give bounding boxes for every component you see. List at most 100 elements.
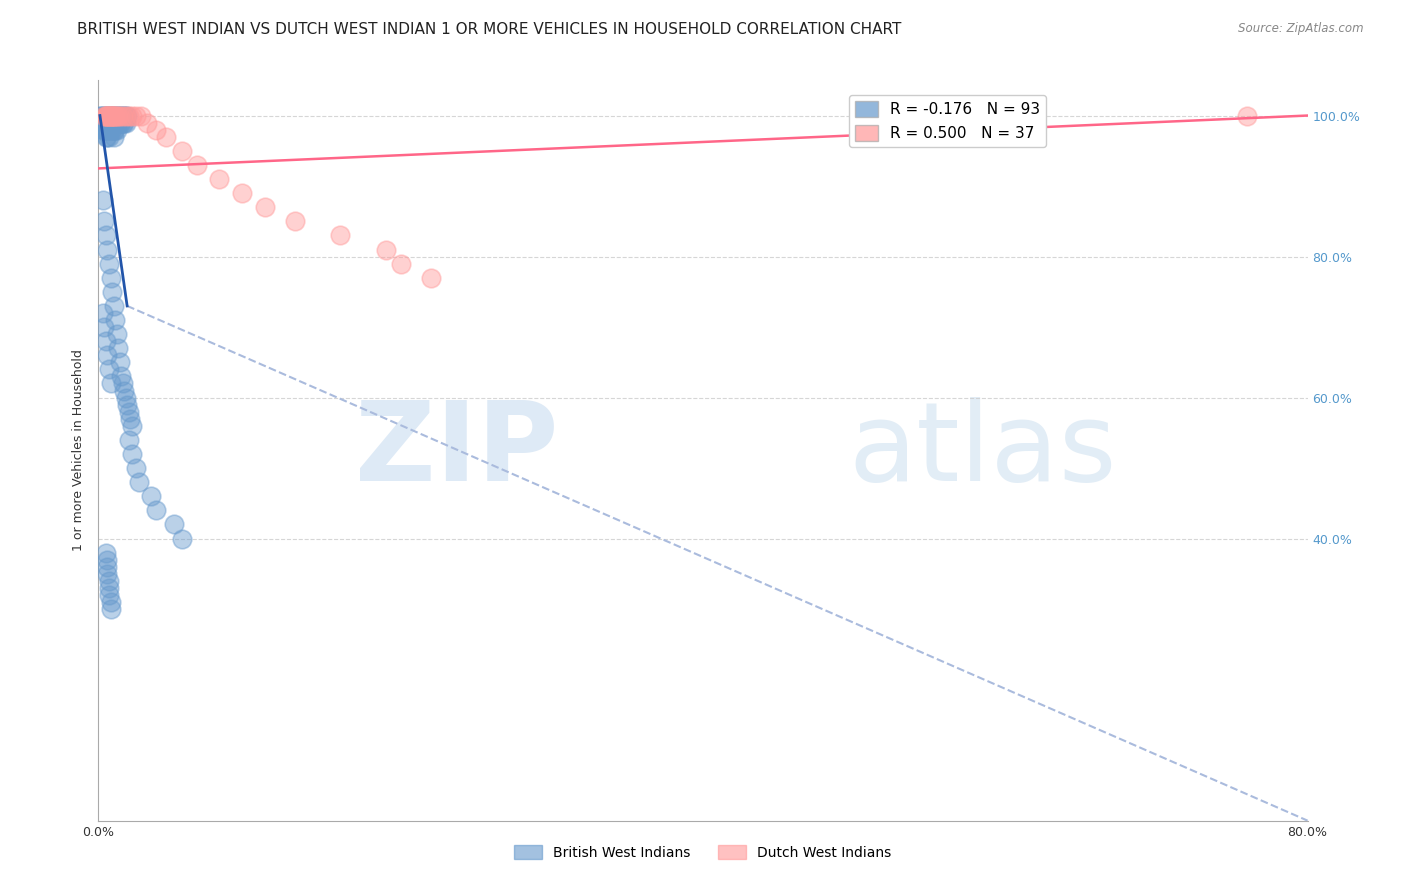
Point bbox=[104, 109, 127, 123]
Text: atlas: atlas bbox=[848, 397, 1116, 504]
Point bbox=[105, 122, 128, 136]
Point bbox=[100, 270, 122, 285]
Point bbox=[98, 109, 121, 123]
Point bbox=[145, 503, 167, 517]
Point bbox=[389, 257, 412, 271]
Point bbox=[208, 172, 231, 186]
Point bbox=[374, 243, 396, 257]
Point bbox=[155, 129, 177, 144]
Point bbox=[111, 109, 134, 123]
Point bbox=[115, 398, 138, 412]
Point bbox=[104, 115, 127, 129]
Point bbox=[98, 122, 121, 136]
Point bbox=[91, 193, 114, 207]
Point bbox=[101, 109, 124, 123]
Point bbox=[170, 532, 193, 546]
Point bbox=[120, 411, 142, 425]
Point bbox=[100, 109, 122, 123]
Point bbox=[110, 115, 132, 129]
Point bbox=[94, 109, 117, 123]
Point bbox=[186, 158, 208, 172]
Point bbox=[329, 228, 352, 243]
Point bbox=[98, 115, 121, 129]
Point bbox=[94, 228, 117, 243]
Point bbox=[141, 489, 163, 503]
Point bbox=[94, 122, 117, 136]
Point bbox=[91, 115, 114, 129]
Point bbox=[103, 299, 125, 313]
Point bbox=[94, 129, 117, 144]
Point bbox=[103, 109, 125, 123]
Point bbox=[111, 109, 134, 123]
Point bbox=[101, 122, 124, 136]
Point bbox=[96, 109, 118, 123]
Point bbox=[96, 559, 118, 574]
Point bbox=[105, 109, 128, 123]
Point bbox=[91, 306, 114, 320]
Point bbox=[118, 109, 141, 123]
Point bbox=[94, 546, 117, 560]
Point bbox=[112, 384, 135, 398]
Legend: British West Indians, Dutch West Indians: British West Indians, Dutch West Indians bbox=[509, 839, 897, 865]
Point bbox=[104, 122, 127, 136]
Point bbox=[170, 144, 193, 158]
Point bbox=[94, 334, 117, 348]
Point bbox=[105, 115, 128, 129]
Point bbox=[100, 109, 122, 123]
Point bbox=[101, 115, 124, 129]
Point bbox=[108, 109, 131, 123]
Point bbox=[89, 109, 111, 123]
Point bbox=[93, 109, 115, 123]
Point bbox=[101, 285, 124, 299]
Point bbox=[96, 115, 118, 129]
Point bbox=[93, 214, 115, 228]
Point bbox=[104, 313, 127, 327]
Point bbox=[100, 115, 122, 129]
Point bbox=[91, 109, 114, 123]
Point bbox=[114, 391, 136, 405]
Point bbox=[98, 109, 121, 123]
Point bbox=[121, 109, 143, 123]
Point bbox=[115, 109, 138, 123]
Point bbox=[110, 109, 132, 123]
Point bbox=[103, 122, 125, 136]
Point bbox=[101, 109, 124, 123]
Point bbox=[98, 257, 121, 271]
Point bbox=[114, 109, 136, 123]
Point bbox=[91, 122, 114, 136]
Point bbox=[96, 122, 118, 136]
Point bbox=[100, 595, 122, 609]
Point bbox=[103, 129, 125, 144]
Point bbox=[129, 109, 152, 123]
Point bbox=[121, 447, 143, 461]
Point bbox=[94, 115, 117, 129]
Point bbox=[163, 517, 186, 532]
Point bbox=[90, 109, 112, 123]
Point bbox=[98, 362, 121, 376]
Point bbox=[101, 109, 124, 123]
Point bbox=[135, 115, 157, 129]
Point bbox=[100, 376, 122, 391]
Point bbox=[98, 109, 121, 123]
Point bbox=[96, 243, 118, 257]
Point bbox=[98, 581, 121, 595]
Point bbox=[111, 376, 134, 391]
Point bbox=[98, 574, 121, 588]
Point bbox=[105, 109, 128, 123]
Point bbox=[128, 475, 150, 490]
Point bbox=[118, 433, 141, 447]
Point bbox=[93, 109, 115, 123]
Text: ZIP: ZIP bbox=[354, 397, 558, 504]
Point bbox=[110, 369, 132, 384]
Point bbox=[114, 109, 136, 123]
Point bbox=[108, 355, 131, 369]
Point bbox=[121, 418, 143, 433]
Point bbox=[100, 109, 122, 123]
Point bbox=[112, 115, 135, 129]
Point bbox=[90, 115, 112, 129]
Point bbox=[125, 461, 148, 475]
Y-axis label: 1 or more Vehicles in Household: 1 or more Vehicles in Household bbox=[72, 350, 84, 551]
Point bbox=[118, 405, 141, 419]
Point bbox=[108, 109, 131, 123]
Point bbox=[107, 115, 129, 129]
